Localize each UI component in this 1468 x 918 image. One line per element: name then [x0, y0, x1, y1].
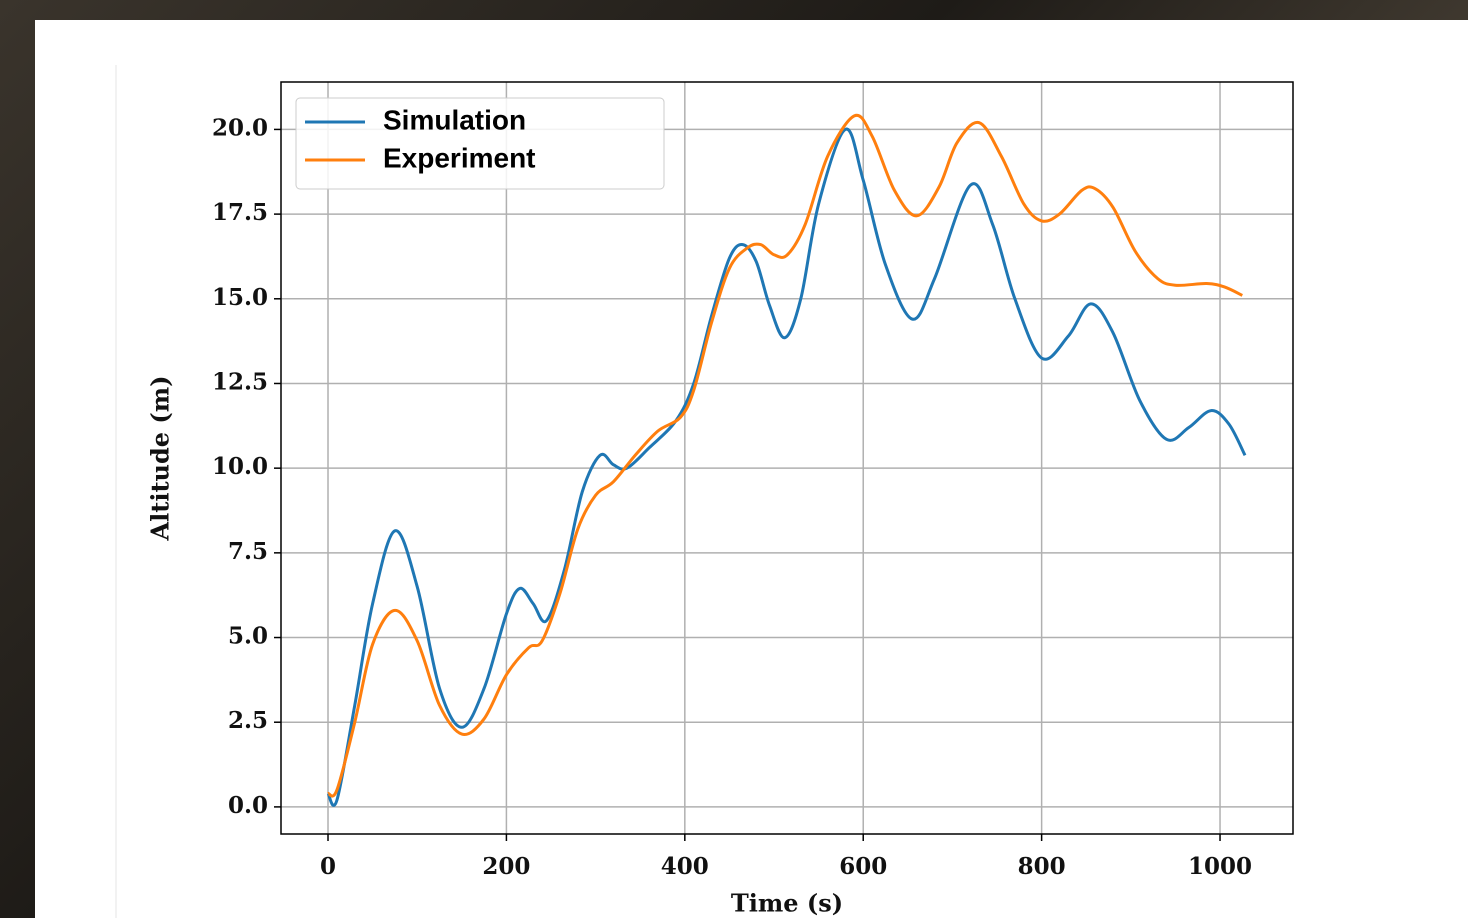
x-tick-label: 600 — [839, 853, 887, 880]
series-line — [326, 127, 1247, 807]
y-tick-label: 15.0 — [212, 284, 268, 311]
x-axis-label: Time (s) — [731, 889, 843, 918]
y-tick-label: 10.0 — [212, 453, 268, 480]
x-tick-label: 0 — [320, 853, 336, 880]
y-tick-label: 2.5 — [228, 707, 268, 734]
legend-label: Experiment — [383, 142, 536, 173]
y-tick-label: 20.0 — [212, 114, 268, 141]
y-tick-label: 17.5 — [212, 199, 268, 226]
y-tick-label: 7.5 — [228, 538, 268, 565]
x-tick-label: 400 — [661, 853, 709, 880]
panel — [35, 20, 1468, 918]
legend-box — [295, 97, 665, 190]
y-tick-label: 5.0 — [228, 623, 268, 650]
y-tick-label: 0.0 — [228, 792, 268, 819]
plot-frame — [280, 81, 1294, 835]
x-tick-label: 800 — [1018, 853, 1066, 880]
y-axis-label: Altitude (m) — [146, 376, 175, 542]
legend-label: Simulation — [383, 104, 526, 135]
x-tick-label: 1000 — [1188, 853, 1252, 880]
series-line — [327, 113, 1243, 798]
y-tick-label: 12.5 — [212, 368, 268, 395]
x-tick-label: 200 — [482, 853, 530, 880]
